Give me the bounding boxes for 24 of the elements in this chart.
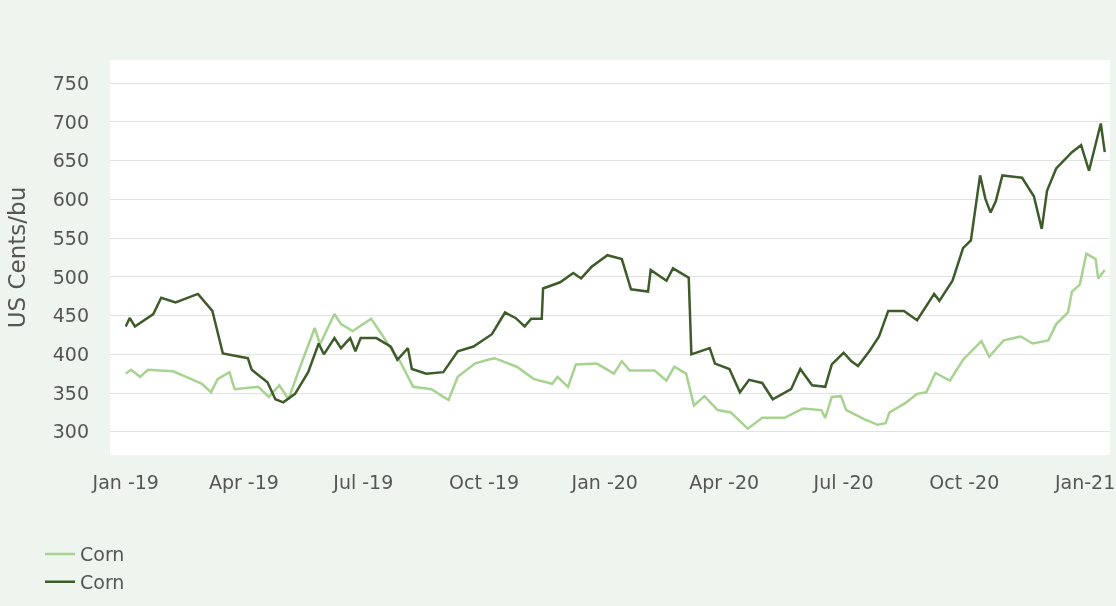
y-tick-label: 750 (52, 71, 89, 94)
y-tick-label: 600 (52, 188, 89, 211)
x-tick-label: Jul -19 (332, 471, 394, 493)
line-series (124, 252, 1106, 430)
x-tick-label: Jan -20 (570, 471, 638, 493)
legend-label: Corn (80, 543, 125, 566)
x-tick-label: Oct -19 (449, 471, 519, 493)
line-series (124, 122, 1106, 404)
y-tick-label: 500 (52, 265, 89, 288)
y-tick-label: 450 (52, 304, 89, 327)
y-tick-label: 350 (52, 381, 89, 404)
legend-label: Corn (80, 571, 125, 594)
y-tick-label: 300 (52, 420, 89, 443)
x-tick-label: Jan-21 (1053, 471, 1116, 493)
x-tick-label: Apr -20 (689, 471, 760, 493)
y-axis-title: US Cents/bu (4, 186, 31, 329)
x-tick-label: Jan -19 (91, 471, 159, 493)
y-tick-label: 550 (52, 226, 89, 249)
y-tick-label: 700 (52, 110, 89, 133)
y-tick-label: 650 (52, 149, 89, 172)
x-tick-label: Apr -19 (208, 471, 279, 493)
x-tick-label: Jul -20 (812, 471, 874, 493)
y-tick-label: 400 (52, 342, 89, 365)
x-tick-label: Oct -20 (929, 471, 1000, 493)
